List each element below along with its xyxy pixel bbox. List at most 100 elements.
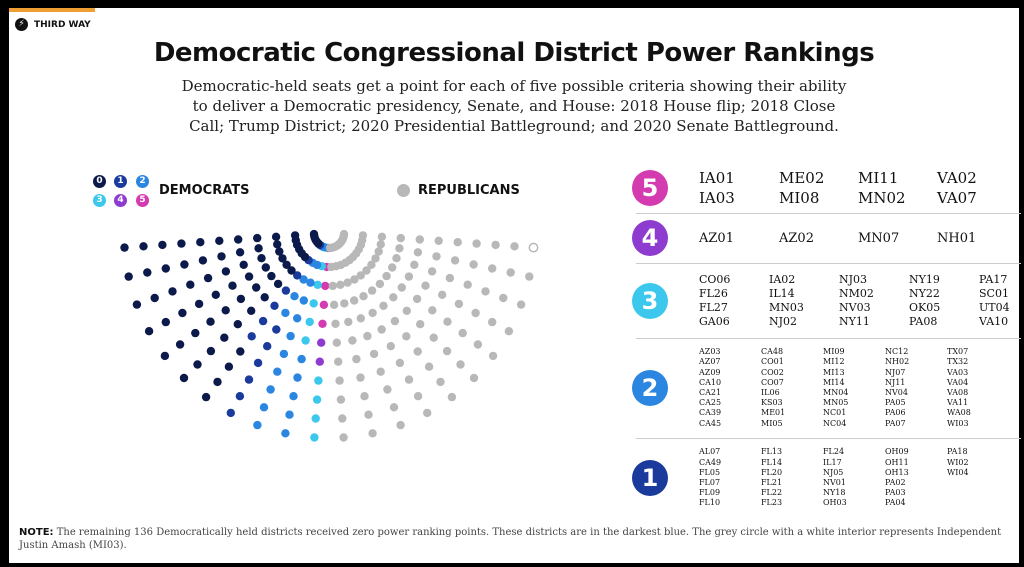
republican-seat-dot <box>396 233 405 243</box>
district-label: PA17 <box>979 272 1008 286</box>
democrat-seat-dot <box>281 429 290 438</box>
brand: ⚡ THIRD WAY <box>15 18 91 31</box>
district-label: VA03 <box>947 367 969 377</box>
legend-dot-0: 0 <box>93 175 106 188</box>
democrat-seat-dot <box>139 242 148 251</box>
republican-seat-dot <box>350 296 359 305</box>
district-label: NC01 <box>823 408 847 418</box>
district-label: AZ03 <box>699 347 721 357</box>
republican-seat-dot <box>458 328 467 338</box>
republican-seat-dot <box>410 260 419 269</box>
footnote: NOTE: The remaining 136 Democratically h… <box>19 526 1009 552</box>
republican-seat-dot <box>436 377 445 387</box>
republican-seat-dot <box>472 239 481 248</box>
tier-separator <box>636 263 1021 264</box>
district-label: AZ02 <box>779 230 814 246</box>
district-label: PA06 <box>885 408 906 418</box>
district-label: NH02 <box>885 357 910 367</box>
republican-seat-dot <box>339 229 349 239</box>
district-label: NY22 <box>909 286 940 300</box>
district-label: VA08 <box>947 388 969 397</box>
democrat-seat-dot <box>301 336 310 345</box>
democrat-seat-dot <box>226 408 235 418</box>
district-label: PA03 <box>885 488 906 498</box>
republican-seat-dot <box>434 236 443 245</box>
district-label: FL20 <box>761 467 783 477</box>
democrat-seat-dot <box>236 347 245 356</box>
democrat-seat-dot <box>285 410 294 419</box>
district-label: MI11 <box>858 169 899 187</box>
district-label: FL10 <box>699 498 721 508</box>
democrat-seat-dot <box>120 243 129 252</box>
republican-seat-dot <box>369 349 379 359</box>
republican-seat-dot <box>356 373 365 382</box>
district-label: OK05 <box>909 300 941 314</box>
district-label: WA08 <box>947 408 971 418</box>
democrat-seat-dot <box>180 260 189 269</box>
republican-seat-dot <box>336 280 345 289</box>
republican-seat-dot <box>413 392 423 401</box>
brand-logo-icon: ⚡ <box>15 18 28 31</box>
district-label: NY11 <box>839 314 870 328</box>
democrat-seat-dot <box>271 232 281 241</box>
tier-score-badge: 4 <box>632 220 668 256</box>
republican-seat-dot <box>447 392 457 402</box>
republican-seat-dot <box>402 306 411 315</box>
district-label: PA02 <box>885 478 906 487</box>
democrat-seat-dot <box>317 338 326 347</box>
district-label: NY18 <box>823 488 846 498</box>
republican-seat-dot <box>352 354 361 364</box>
republican-seat-dot <box>397 283 406 292</box>
district-label: NV01 <box>823 478 846 487</box>
republican-seat-dot <box>374 247 383 256</box>
tier-score-badge: 3 <box>632 282 668 319</box>
democrat-seat-dot <box>215 236 224 245</box>
district-label: VA10 <box>979 314 1009 328</box>
democrat-seat-dot <box>293 271 302 280</box>
democrat-seat-dot <box>168 287 177 296</box>
democrat-seat-dot <box>253 358 263 368</box>
district-label: CA45 <box>699 418 722 428</box>
democrat-seat-dot <box>206 346 216 356</box>
tier-separator <box>636 213 1021 214</box>
republican-seat-dot <box>336 395 346 404</box>
district-label: MI13 <box>823 367 845 377</box>
republican-seat-dot <box>332 338 341 347</box>
republican-seat-dot <box>404 272 414 281</box>
legend-dot-3: 3 <box>93 194 106 207</box>
democrat-seat-dot <box>273 367 282 376</box>
democrat-seat-dot <box>221 306 230 315</box>
democrat-seat-dot <box>273 279 283 289</box>
republican-seat-dot <box>331 319 340 328</box>
legend-dot-1: 1 <box>114 175 127 188</box>
democrat-seat-dot <box>318 319 327 328</box>
hemicycle-chart <box>120 229 539 442</box>
democrat-seat-dot <box>236 294 246 304</box>
district-label: NJ02 <box>769 314 798 328</box>
legend-dot-2: 2 <box>136 175 149 188</box>
district-label: IL06 <box>761 388 780 397</box>
democrat-seat-dot <box>253 420 262 430</box>
republican-seat-dot <box>364 410 373 419</box>
democrat-seat-dot <box>305 317 314 327</box>
republican-seat-dot <box>377 232 387 241</box>
independent-seat-dot <box>528 242 539 253</box>
district-label: VA04 <box>947 377 969 387</box>
republican-seat-dot <box>334 357 343 366</box>
republican-seat-dot <box>386 342 395 351</box>
republican-seat-dot <box>328 281 337 291</box>
republican-seat-dot <box>456 360 465 369</box>
district-label: KS03 <box>761 398 783 408</box>
chart-title: Democratic Congressional District Power … <box>153 38 875 68</box>
republican-seat-dot <box>395 358 405 368</box>
democrat-seat-dot <box>290 292 299 301</box>
district-label: NH01 <box>937 230 977 246</box>
democrat-seat-dot <box>235 392 245 401</box>
democrat-seat-dot <box>279 349 289 359</box>
democrat-seat-dot <box>319 300 329 309</box>
democrat-seat-dot <box>267 271 276 281</box>
republican-seat-dot <box>415 235 424 244</box>
democrat-seat-dot <box>191 328 200 338</box>
district-label: FL23 <box>761 498 783 508</box>
democrat-seat-dot <box>160 351 170 361</box>
